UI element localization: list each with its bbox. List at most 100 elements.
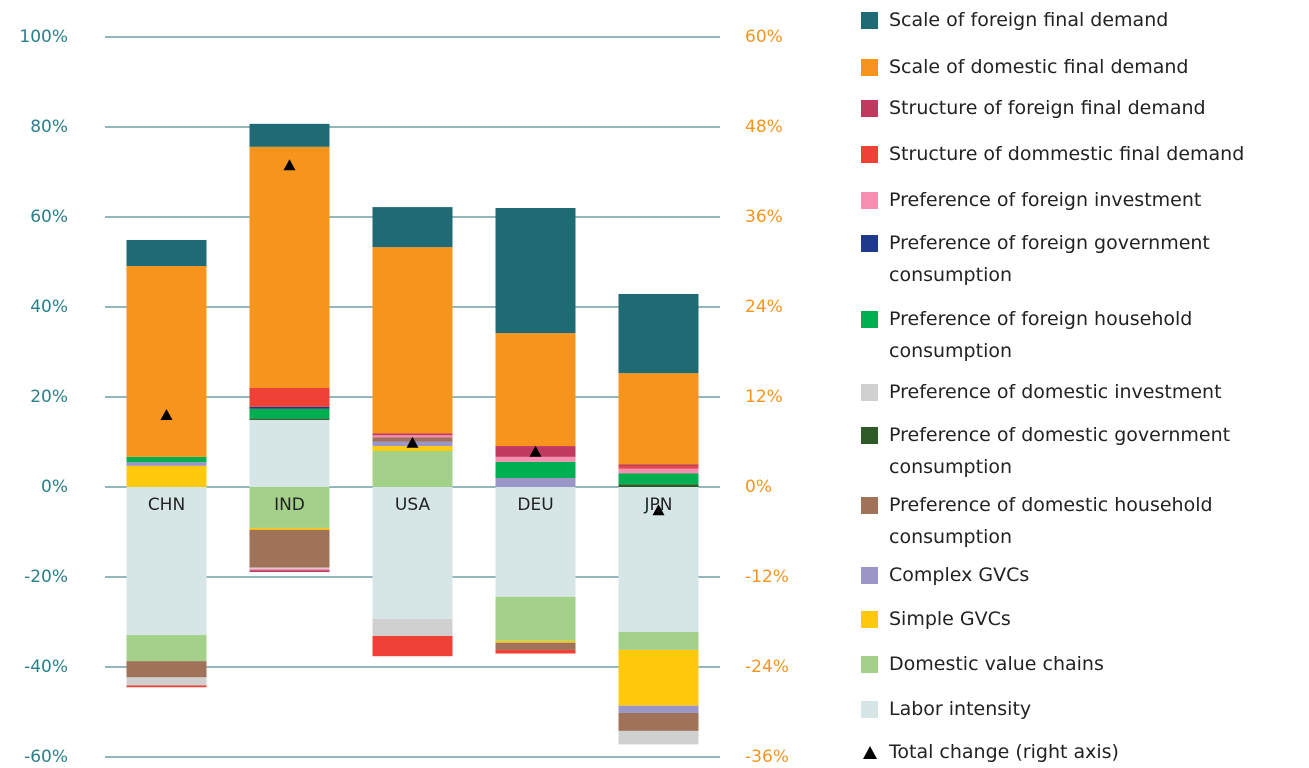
legend-item: Labor intensity	[861, 693, 1306, 725]
y2-tick-label: 0%	[745, 477, 772, 497]
bar-segment	[495, 208, 576, 334]
x-tick-label: DEU	[517, 495, 553, 515]
legend-item: Complex GVCs	[861, 559, 1306, 591]
legend-item: Preference of domestic government consum…	[861, 419, 1306, 483]
legend-swatch	[861, 192, 878, 209]
bar-segment	[249, 568, 330, 571]
legend-label: Preference of foreign household consumpt…	[889, 308, 1193, 362]
y2-tick-label: 24%	[745, 297, 783, 317]
y2-tick-label: -12%	[745, 567, 789, 587]
bar-segment	[249, 406, 330, 409]
bar-segment	[249, 570, 330, 573]
legend-swatch	[861, 656, 878, 673]
legend-label: Simple GVCs	[889, 608, 1011, 630]
bar-segment	[495, 461, 576, 478]
bar-segment	[249, 146, 330, 388]
bar-segment	[372, 635, 453, 657]
y2-tick-label: 36%	[745, 207, 783, 227]
bar-segment	[249, 408, 330, 419]
y-tick-label: -40%	[24, 657, 68, 677]
legend-item: Preference of foreign government consump…	[861, 227, 1306, 291]
bar-segment	[126, 266, 207, 457]
x-tick-label: USA	[395, 495, 431, 515]
legend-label: Preference of domestic investment	[889, 381, 1222, 403]
legend-item: Structure of dommestic final demand	[861, 138, 1306, 170]
bar-segment	[495, 333, 576, 447]
bar-segment	[618, 473, 699, 485]
legend-label: Scale of foreign final demand	[889, 9, 1169, 31]
legend-item: Scale of domestic final demand	[861, 51, 1306, 83]
y2-tick-label: 12%	[745, 387, 783, 407]
legend-swatch	[861, 100, 878, 117]
bar-segment	[249, 527, 330, 530]
legend-item: Scale of foreign final demand	[861, 4, 1306, 36]
legend-item: Domestic value chains	[861, 648, 1306, 680]
legend-item: Preference of foreign investment	[861, 184, 1306, 216]
bar-segment	[372, 207, 453, 248]
y-tick-label: -60%	[24, 747, 68, 765]
legend-swatch	[861, 611, 878, 628]
legend-label: Domestic value chains	[889, 653, 1104, 675]
y-tick-label: 20%	[30, 387, 68, 407]
bar-segment	[372, 487, 453, 619]
bar-segment	[372, 433, 453, 436]
bar-segment	[372, 451, 453, 487]
legend-swatch	[861, 384, 878, 401]
bar-segment	[126, 239, 207, 267]
y-tick-label: 40%	[30, 297, 68, 317]
y-tick-label: 100%	[19, 27, 68, 47]
bar-segment	[618, 466, 699, 469]
bar-segment	[126, 661, 207, 678]
x-tick-label: CHN	[148, 495, 185, 515]
legend-swatch	[861, 567, 878, 584]
x-tick-label: IND	[274, 495, 305, 515]
y-tick-label: 0%	[41, 477, 68, 497]
legend-swatch	[861, 146, 878, 163]
bar-segment	[618, 631, 699, 650]
legend-label: Structure of foreign final demand	[889, 97, 1206, 119]
bar-segment	[618, 712, 699, 731]
y2-tick-label: -24%	[745, 657, 789, 677]
legend-swatch	[861, 497, 878, 514]
bar-segment	[249, 567, 330, 569]
legend-label: Total change (right axis)	[889, 741, 1119, 763]
legend-label: Preference of domestic government consum…	[889, 424, 1231, 478]
legend-label: Preference of domestic household consump…	[889, 494, 1213, 548]
bar-segment	[126, 465, 207, 487]
total-marker	[652, 504, 665, 516]
legend-swatch	[861, 12, 878, 29]
legend-label: Labor intensity	[889, 698, 1032, 720]
legend-item: Structure of foreign final demand	[861, 92, 1306, 124]
bar-segment	[249, 419, 330, 487]
bar-segment	[249, 529, 330, 568]
y2-tick-label: 60%	[745, 27, 783, 47]
legend-item: Preference of foreign household consumpt…	[861, 303, 1306, 367]
legend-item: Preference of domestic investment	[861, 376, 1306, 408]
bar-segment	[372, 435, 453, 438]
bar-segment	[126, 462, 207, 466]
bar-segment	[495, 640, 576, 643]
bar-segment	[249, 418, 330, 420]
bar-segment	[618, 730, 699, 745]
y-tick-label: 60%	[30, 207, 68, 227]
legend-swatch	[861, 59, 878, 76]
bar-segment	[126, 635, 207, 662]
legend-item: Preference of domestic household consump…	[861, 489, 1306, 553]
legend-label: Scale of domestic final demand	[889, 56, 1189, 78]
bar-segment	[618, 649, 699, 706]
legend-item: Simple GVCs	[861, 603, 1306, 635]
legend-swatch	[861, 701, 878, 718]
bar-segment	[618, 705, 699, 713]
legend-label: Complex GVCs	[889, 564, 1030, 586]
bar-segment	[495, 596, 576, 641]
bar-segment	[249, 487, 330, 528]
bar-segment	[618, 373, 699, 465]
y-tick-label: 80%	[30, 117, 68, 137]
bar-segment	[495, 456, 576, 462]
legend-swatch	[861, 427, 878, 444]
total-marker	[406, 436, 419, 448]
bar-segment	[618, 468, 699, 474]
bar-segment	[126, 677, 207, 686]
